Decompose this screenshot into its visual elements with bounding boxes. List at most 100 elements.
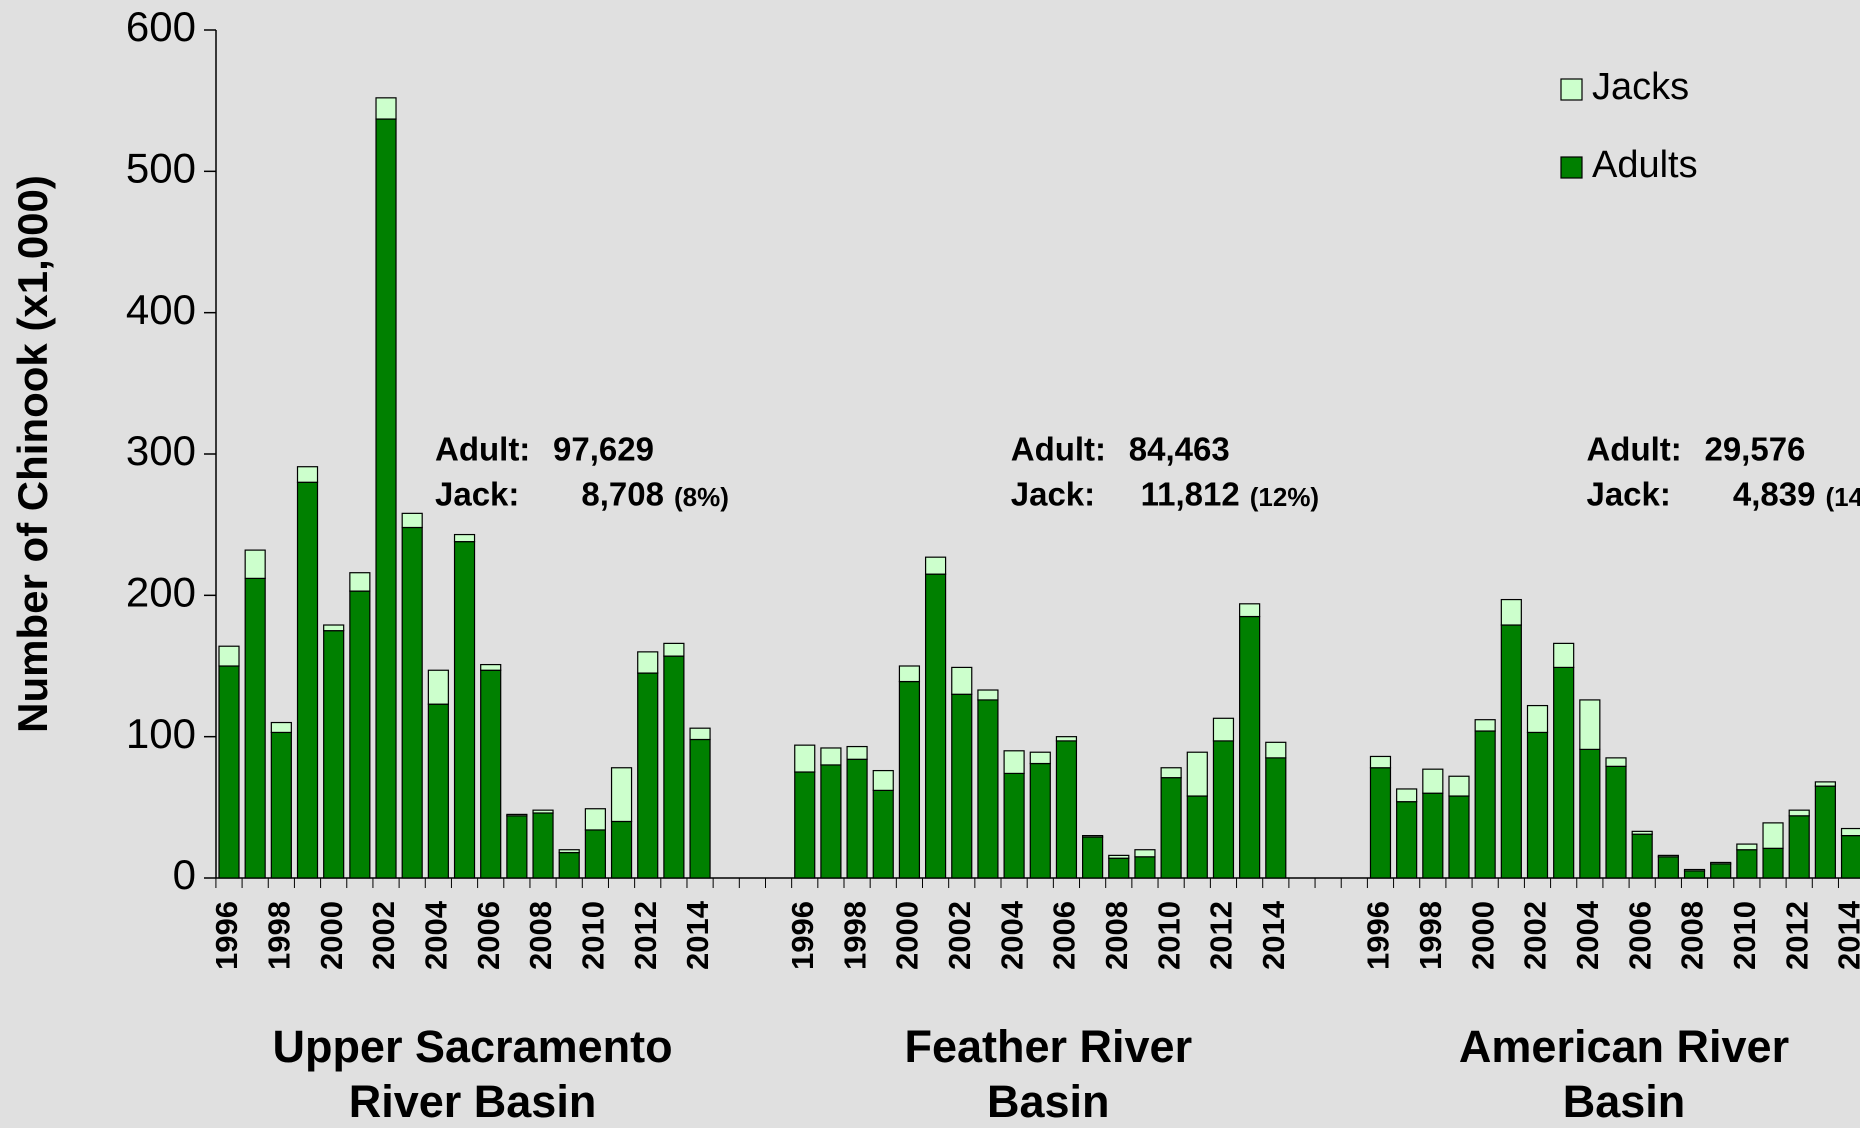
group-label: Upper Sacramento xyxy=(272,1021,672,1072)
bar-segment xyxy=(1369,767,1392,879)
bar-segment xyxy=(1082,834,1104,838)
bar-segment xyxy=(1212,717,1235,742)
bar-segment xyxy=(1762,822,1784,849)
bar-segment xyxy=(532,812,554,879)
group-label: American River xyxy=(1459,1021,1789,1072)
x-tick-label: 2012 xyxy=(1204,901,1239,970)
x-tick-label: 2006 xyxy=(1047,901,1082,970)
y-tick-label: 500 xyxy=(126,144,196,191)
bar-segment xyxy=(637,651,659,674)
bar-segment xyxy=(1134,849,1156,858)
bar-segment xyxy=(1239,603,1261,618)
bar-segment xyxy=(296,466,319,483)
bar-segment xyxy=(1474,719,1496,732)
bar-segment xyxy=(1840,834,1860,879)
bar-segment xyxy=(427,703,449,879)
bar-segment xyxy=(375,97,397,120)
x-tick-label: 2014 xyxy=(680,900,715,970)
bar-segment xyxy=(427,669,449,705)
annotation: (12%) xyxy=(1250,482,1319,512)
bar-segment xyxy=(349,590,371,879)
bar-segment xyxy=(584,829,606,879)
bar-segment xyxy=(794,771,816,879)
bar-segment xyxy=(1605,757,1627,767)
annotation: (8%) xyxy=(674,482,729,512)
bar-segment xyxy=(1788,809,1810,817)
bar-segment xyxy=(1055,740,1078,879)
annotation: 11,812 xyxy=(1141,476,1240,513)
bar-segment xyxy=(375,118,397,879)
bar-segment xyxy=(480,669,502,879)
bar-segment xyxy=(1212,740,1235,879)
bar-segment xyxy=(1003,750,1025,775)
x-tick-label: 2014 xyxy=(1256,900,1291,970)
bar-segment xyxy=(1448,795,1470,879)
bar-segment xyxy=(323,630,345,879)
annotation: Adult: xyxy=(435,431,530,468)
bar-segment xyxy=(872,769,894,791)
bar-segment xyxy=(1526,704,1549,734)
bar-segment xyxy=(401,526,423,879)
bar-segment xyxy=(1814,781,1836,787)
bar-segment xyxy=(1186,751,1208,797)
annotation: 8,708 xyxy=(581,476,664,513)
bar-segment xyxy=(1369,755,1392,769)
bar-segment xyxy=(296,481,319,879)
bar-segment xyxy=(270,731,292,879)
legend-swatch xyxy=(1560,78,1583,101)
y-tick-label: 100 xyxy=(126,710,196,757)
bar-segment xyxy=(1710,863,1732,879)
bar-segment xyxy=(610,767,633,823)
bar-segment xyxy=(610,820,633,879)
y-tick-label: 600 xyxy=(126,3,196,50)
bar-segment xyxy=(951,666,973,695)
bar-segment xyxy=(1422,792,1444,879)
legend-label: Adults xyxy=(1592,144,1698,186)
group-label: Basin xyxy=(1563,1076,1686,1127)
bar-segment xyxy=(1265,757,1287,879)
bar-segment xyxy=(846,758,868,879)
bar-segment xyxy=(218,665,240,879)
bar-segment xyxy=(1579,748,1601,879)
bar-segment xyxy=(794,744,816,773)
x-tick-label: 2008 xyxy=(523,901,558,970)
y-tick-label: 200 xyxy=(126,568,196,615)
annotation: (14%) xyxy=(1825,482,1860,512)
bar-segment xyxy=(1840,827,1860,837)
bar-segment xyxy=(532,809,554,814)
bar-segment xyxy=(1736,843,1758,851)
bar-segment xyxy=(1631,833,1653,879)
bar-segment xyxy=(349,572,371,592)
group-label: River Basin xyxy=(349,1076,597,1127)
bar-segment xyxy=(1526,731,1549,879)
x-tick-label: 2008 xyxy=(1675,901,1710,970)
bar-segment xyxy=(558,851,580,879)
bar-segment xyxy=(506,815,528,879)
bar-segment xyxy=(1710,861,1732,865)
bar-segment xyxy=(480,663,502,671)
bar-segment xyxy=(244,549,266,579)
bar-segment xyxy=(1657,856,1679,879)
x-tick-label: 2006 xyxy=(471,901,506,970)
bar-segment xyxy=(453,541,476,879)
x-tick-label: 1998 xyxy=(262,901,297,970)
annotation: 97,629 xyxy=(553,431,654,468)
bar-segment xyxy=(1108,854,1130,859)
x-tick-label: 1998 xyxy=(1413,901,1448,970)
legend-swatch xyxy=(1560,156,1583,179)
bar-segment xyxy=(218,645,240,667)
bar-segment xyxy=(951,693,973,879)
bar-segment xyxy=(1683,870,1706,879)
bar-segment xyxy=(244,577,266,879)
bar-segment xyxy=(977,699,999,879)
annotation: 84,463 xyxy=(1129,431,1230,468)
bar-segment xyxy=(1265,741,1287,759)
annotation: Jack: xyxy=(1011,476,1095,513)
x-tick-label: 2008 xyxy=(1099,901,1134,970)
annotation: Jack: xyxy=(1586,476,1670,513)
bar-segment xyxy=(1160,767,1182,779)
legend-label: Jacks xyxy=(1592,66,1689,108)
bar-segment xyxy=(453,533,476,543)
bar-segment xyxy=(558,849,580,854)
x-tick-label: 1998 xyxy=(837,901,872,970)
